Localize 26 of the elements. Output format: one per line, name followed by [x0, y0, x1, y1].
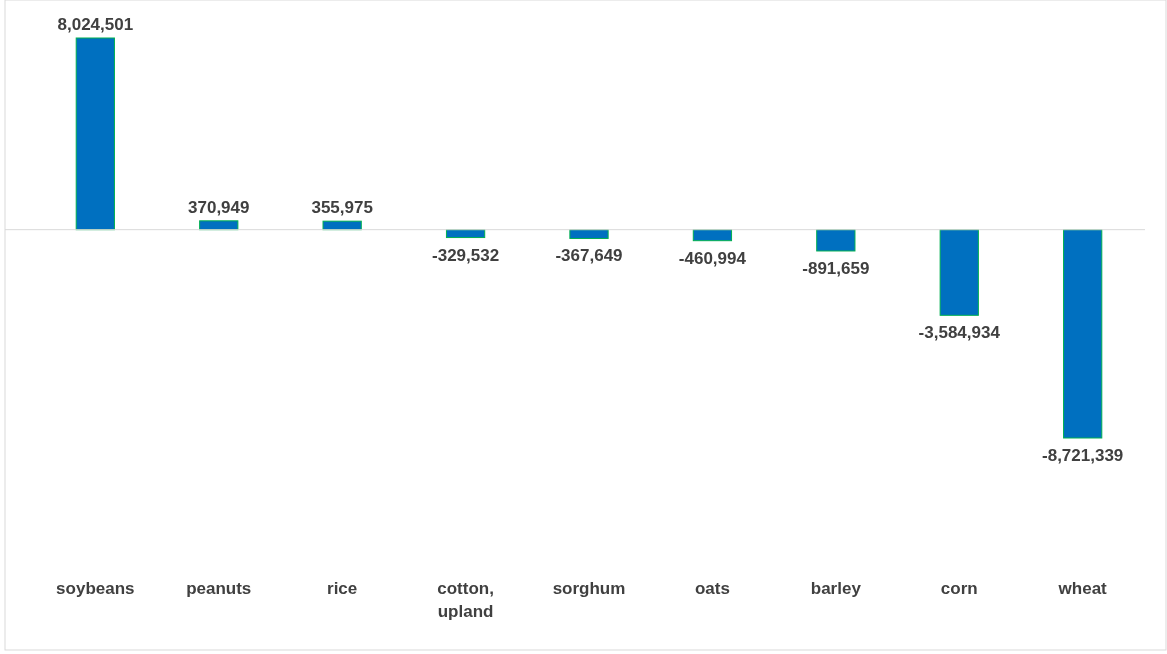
- bar: [75, 37, 115, 231]
- bar: [445, 229, 486, 239]
- x-tick-label: corn: [940, 579, 978, 598]
- x-tick-label: peanuts: [186, 579, 252, 598]
- data-label: -8,721,339: [1042, 446, 1124, 465]
- data-label: 8,024,501: [57, 15, 134, 34]
- x-tick-label: soybeans: [56, 579, 135, 598]
- data-label: 355,975: [311, 198, 373, 218]
- bar: [939, 229, 979, 316]
- bar: [569, 229, 609, 239]
- bar: [199, 220, 239, 231]
- bar: [816, 229, 856, 252]
- data-label: -329,532: [432, 245, 500, 265]
- x-tick-label: oats: [694, 579, 730, 598]
- x-tick-label: wheat: [1057, 579, 1108, 598]
- data-label: -3,584,934: [918, 323, 1001, 343]
- x-tick-label: rice: [327, 579, 358, 598]
- bar: [1063, 229, 1103, 439]
- x-tick-label: sorghum: [552, 579, 626, 598]
- data-label: -367,649: [555, 246, 623, 266]
- data-label: -891,659: [802, 258, 870, 278]
- data-label: 370,949: [188, 197, 250, 217]
- x-tick-label: cotton, upland: [437, 579, 494, 621]
- x-tick-label: barley: [810, 579, 862, 598]
- data-label: -460,994: [678, 248, 747, 268]
- bar: [692, 229, 733, 242]
